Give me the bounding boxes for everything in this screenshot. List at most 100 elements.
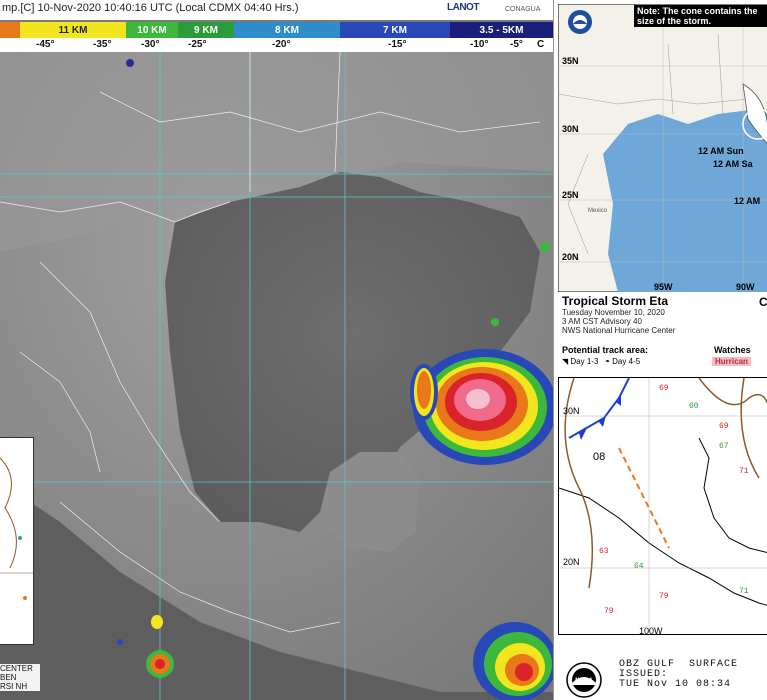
surface-lon-label: 100W xyxy=(639,626,663,635)
cold-front xyxy=(568,378,630,439)
trough xyxy=(618,447,670,549)
colorbar-segment: 10 KM xyxy=(126,22,178,38)
pacific-ocean xyxy=(0,482,553,700)
storm-date: Tuesday November 10, 2020 xyxy=(562,308,665,317)
noaa-logo-small xyxy=(568,10,592,34)
track-label: 12 AM Sa xyxy=(713,159,754,169)
surface-issued-label: ISSUED: xyxy=(619,669,669,680)
cone-note: Note: The cone contains the size of the … xyxy=(634,5,767,27)
surface-footer: NOAA OBZ GULF SURFACE ISSUED: TUE Nov 10… xyxy=(554,655,767,700)
day13-label: Day 1-3 xyxy=(570,357,599,366)
potential-track-label: Potential track area: xyxy=(562,345,649,355)
southern-convection xyxy=(146,615,553,700)
temp-tick: -5° xyxy=(510,39,523,50)
bottom-left-line: CENTER xyxy=(0,664,33,673)
colorbar-segment: 9 KM xyxy=(178,22,234,38)
colorbar-segment: 11 KM xyxy=(20,22,126,38)
left-inset-graphic xyxy=(0,457,33,600)
svg-text:71: 71 xyxy=(739,587,749,596)
bottom-left-line: RSI NH xyxy=(0,682,28,691)
svg-text:67: 67 xyxy=(719,442,729,451)
surface-lat-label: 30N xyxy=(563,406,580,416)
gulf-of-mexico xyxy=(165,172,540,532)
coastline xyxy=(559,487,767,606)
day45-icon: ◓ xyxy=(605,357,610,366)
temp-tick: -20° xyxy=(272,39,291,50)
temp-tick: -25° xyxy=(188,39,207,50)
lon-label: 95W xyxy=(654,282,673,292)
hurricane-label: Hurrican xyxy=(712,357,751,366)
satellite-map xyxy=(0,52,553,700)
day45-label: Day 4-5 xyxy=(612,357,641,366)
colorbar-segment xyxy=(0,22,20,38)
surface-analysis-graphic: 69 60 69 67 71 63 64 79 71 79 30N 20N 100W 08 xyxy=(559,378,767,635)
bottom-left-text: CENTER BEN RSI NH xyxy=(0,664,40,691)
surface-issued-time: TUE Nov 10 08:34 xyxy=(619,679,732,690)
temp-tick: -15° xyxy=(388,39,407,50)
surface-title: OBZ GULF SURFACE xyxy=(619,659,739,670)
cold-front-barbs xyxy=(579,394,621,440)
svg-text:69: 69 xyxy=(719,422,729,431)
bottom-left-line: BEN xyxy=(0,673,17,682)
temp-tick: C xyxy=(537,39,545,50)
track-label: 12 AM Sun xyxy=(698,146,744,156)
storm-info: Tropical Storm Eta Tuesday November 10, … xyxy=(562,294,767,336)
nhc-grid xyxy=(558,4,767,292)
isobar xyxy=(698,378,767,406)
svg-text:64: 64 xyxy=(634,562,644,571)
cloud-top-colorbar: 11 KM 10 KM 9 KM 8 KM 7 KM 3.5 - 5KM xyxy=(0,22,553,38)
scattered-clouds xyxy=(117,59,550,645)
temp-tick: -10° xyxy=(470,39,489,50)
region-label: Mexico xyxy=(588,208,608,214)
temp-tick: -35° xyxy=(93,39,112,50)
svg-text:71: 71 xyxy=(739,467,749,476)
watches-label: Watches xyxy=(714,345,751,355)
nhc-panel: 35N 30N 25N 20N 95W 90W 12 AM Sun 12 AM … xyxy=(553,0,767,700)
surface-analysis-map: 69 60 69 67 71 63 64 79 71 79 30N 20N 100W 08 xyxy=(558,377,767,635)
storm-name: Tropical Storm Eta xyxy=(562,294,669,308)
isobar xyxy=(740,378,760,479)
conagua-logo: CONAGUA xyxy=(505,6,541,13)
gulf-water xyxy=(603,109,767,292)
temperature-scale: -45° -35° -30° -25° -20° -15° -10° -5° C xyxy=(0,38,553,52)
lon-label: 90W xyxy=(736,282,755,292)
track-label: 12 AM xyxy=(734,196,760,206)
front-label: 08 xyxy=(593,451,605,463)
svg-text:60: 60 xyxy=(689,402,699,411)
colorbar-segment: 8 KM xyxy=(234,22,340,38)
temp-tick: -30° xyxy=(141,39,160,50)
north-land xyxy=(0,52,553,252)
legend-letter: C xyxy=(759,295,767,309)
satellite-panel: mp.[C] 10-Nov-2020 10:40:16 UTC (Local C… xyxy=(0,0,553,700)
noaa-logo-text: NOAA xyxy=(575,678,593,684)
colorbar-segment: 3.5 - 5KM xyxy=(450,22,553,38)
tropical-storm-eta-clouds xyxy=(410,349,553,465)
lat-label: 20N xyxy=(562,252,579,262)
track-legend: Potential track area: ◥ Day 1-3 ◓ Day 4-… xyxy=(562,345,767,366)
nhc-cone-map: 35N 30N 25N 20N 95W 90W 12 AM Sun 12 AM … xyxy=(558,4,767,292)
political-borders xyxy=(0,52,541,633)
svg-text:69: 69 xyxy=(659,384,669,393)
surface-issued-text: OBZ GULF SURFACE ISSUED: TUE Nov 10 08:3… xyxy=(619,660,738,690)
colorbar-segment: 7 KM xyxy=(340,22,450,38)
svg-text:79: 79 xyxy=(604,607,614,616)
lat-label: 30N xyxy=(562,124,579,134)
svg-text:79: 79 xyxy=(659,592,669,601)
forecast-cone xyxy=(742,83,767,144)
storm-advisory: 3 AM CST Advisory 40 xyxy=(562,317,642,326)
svg-text:63: 63 xyxy=(599,547,609,556)
noaa-logo: NOAA xyxy=(566,662,602,698)
station-plots: 69 60 69 67 71 63 64 79 71 79 xyxy=(599,384,749,616)
lanot-logo: LANOT xyxy=(447,2,479,13)
coastline xyxy=(698,437,767,554)
temp-tick: -45° xyxy=(36,39,55,50)
lat-label: 35N xyxy=(562,56,579,66)
surface-lat-label: 20N xyxy=(563,557,580,567)
graticule xyxy=(0,52,553,700)
isobar xyxy=(564,378,594,589)
satellite-title: mp.[C] 10-Nov-2020 10:40:16 UTC (Local C… xyxy=(2,2,299,14)
lat-label: 25N xyxy=(562,190,579,200)
day13-icon: ◥ xyxy=(562,357,569,366)
storm-center: NWS National Hurricane Center xyxy=(562,326,676,335)
left-inset-map xyxy=(0,437,34,645)
